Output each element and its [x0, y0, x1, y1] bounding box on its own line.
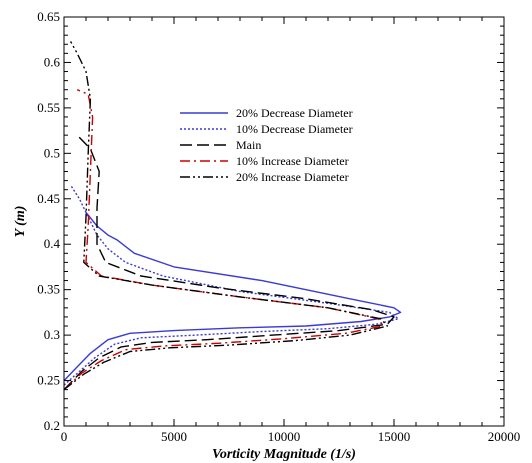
- x-tick-label: 20000: [488, 429, 521, 444]
- x-tick-label: 5000: [161, 429, 187, 444]
- series-line-1: [63, 184, 400, 386]
- y-tick-label: 0.5: [44, 145, 60, 160]
- axis-ticks: 0 5000 10000 15000 20000 0.2 0.25 0.3 0.35 0.4 0.4…: [37, 9, 520, 444]
- y-tick-label: 0.25: [37, 373, 60, 388]
- x-axis-title: Vorticity Magnitude (1/s): [212, 447, 356, 462]
- series-line-4: [63, 41, 389, 391]
- legend-label-1: 10% Decrease Diameter: [236, 122, 353, 136]
- plot-frame: [63, 16, 505, 427]
- y-tick-label: 0.2: [44, 418, 60, 433]
- legend: 20% Decrease Diameter 10% Decrease Diamet…: [180, 106, 353, 184]
- series-line-2: [63, 134, 395, 391]
- series-line-0: [63, 211, 402, 382]
- y-axis-title: Y (m): [13, 206, 28, 238]
- y-tick-label: 0.3: [44, 327, 60, 342]
- x-tick-label: 10000: [268, 429, 301, 444]
- y-tick-label: 0.55: [37, 100, 60, 115]
- y-tick-label: 0.6: [44, 54, 61, 69]
- x-tick-label: 15000: [378, 429, 411, 444]
- legend-label-0: 20% Decrease Diameter: [236, 106, 353, 120]
- y-tick-label: 0.4: [44, 236, 61, 251]
- legend-label-2: Main: [236, 138, 261, 152]
- legend-label-4: 20% Increase Diameter: [236, 170, 349, 184]
- y-tick-label: 0.35: [37, 282, 60, 297]
- legend-label-3: 10% Increase Diameter: [236, 154, 349, 168]
- plot-lines: [63, 41, 402, 391]
- x-tick-label: 0: [61, 429, 68, 444]
- y-tick-label: 0.65: [37, 9, 60, 24]
- y-tick-label: 0.45: [37, 191, 60, 206]
